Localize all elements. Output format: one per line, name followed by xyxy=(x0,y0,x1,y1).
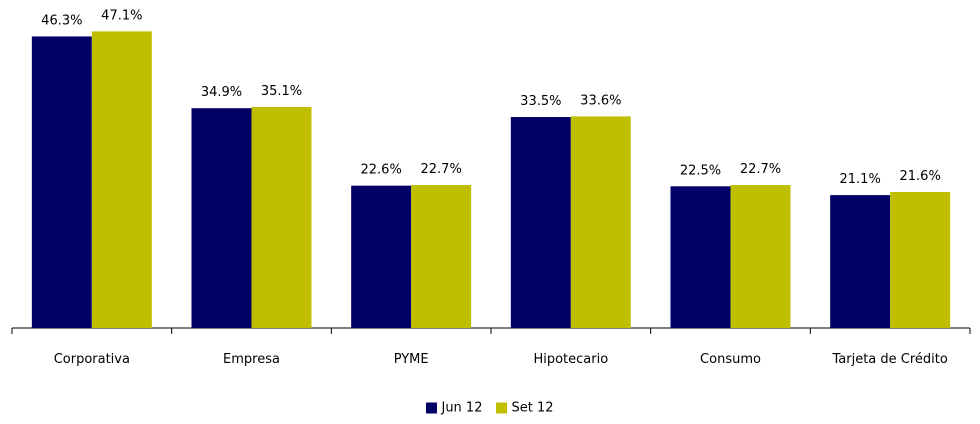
data-label: 34.9% xyxy=(201,85,242,100)
legend-item-set12: Set 12 xyxy=(496,400,554,416)
data-label: 21.6% xyxy=(900,169,941,184)
bar-jun12 xyxy=(191,108,252,328)
category-label: Empresa xyxy=(223,352,280,367)
data-label: 21.1% xyxy=(840,172,881,187)
data-label: 33.6% xyxy=(580,93,621,108)
legend-item-jun12: Jun 12 xyxy=(426,401,482,416)
legend: Jun 12 Set 12 xyxy=(0,401,980,416)
category-label: Consumo xyxy=(700,352,761,367)
category-label: PYME xyxy=(394,352,429,367)
bar-jun12 xyxy=(351,185,412,328)
bar-set12 xyxy=(91,31,152,329)
data-label: 22.7% xyxy=(740,162,781,177)
legend-swatch-jun12 xyxy=(426,402,438,414)
bar-set12 xyxy=(251,106,312,328)
data-label: 33.5% xyxy=(520,94,561,109)
category-label: Tarjeta de Crédito xyxy=(831,352,947,367)
bar-jun12 xyxy=(31,36,92,329)
bar-set12 xyxy=(570,116,631,329)
bar-set12 xyxy=(730,185,791,328)
legend-swatch-set12 xyxy=(496,402,508,414)
data-label: 22.5% xyxy=(680,163,721,178)
data-label: 46.3% xyxy=(41,13,82,28)
bar-set12 xyxy=(411,185,472,328)
category-label: Corporativa xyxy=(54,352,130,367)
data-label: 22.6% xyxy=(361,163,402,178)
bar-jun12 xyxy=(670,186,731,328)
data-label: 35.1% xyxy=(261,84,302,99)
legend-label-jun12: Jun 12 xyxy=(441,400,483,416)
bar-jun12 xyxy=(510,117,571,329)
category-label: Hipotecario xyxy=(533,352,608,367)
bar-set12 xyxy=(890,191,951,328)
bar-jun12 xyxy=(830,195,891,328)
data-label: 47.1% xyxy=(101,8,142,23)
legend-label-set12: Set 12 xyxy=(511,400,554,416)
data-label: 22.7% xyxy=(421,162,462,177)
